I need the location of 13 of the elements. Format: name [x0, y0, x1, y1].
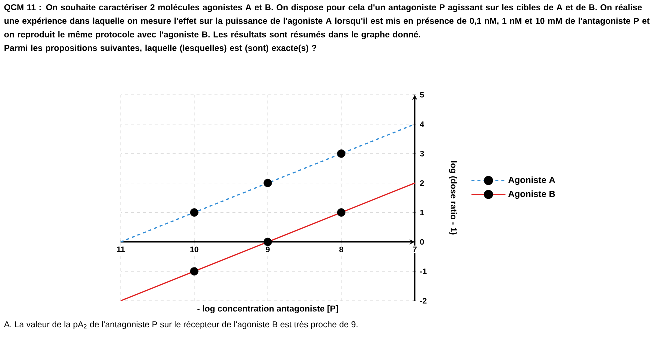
y-axis-title: log (dose ratio - 1): [449, 161, 458, 235]
point: [190, 208, 199, 217]
chart-subtitle: Parmi les propositions suivantes, laquelle (lesquelles) est (sont) exacte(s) ?: [4, 44, 317, 53]
text: A. La valeur de la pA$_{2}$ de l'antagoniste P sur le récepteur de l'agoniste B est très proche de 9.: [4, 321, 358, 330]
point: [190, 267, 199, 276]
point: [337, 208, 346, 217]
legend-label: Agoniste A: [508, 176, 556, 186]
chart-title: QCM 11 : On souhaite caractériser 2 molécules agonistes A et B. On dispose pour cela d'un antagoniste P agissant sur les cibles de A et de B. On réalise une expérience dans laquelle on mesure l'effet sur la puissance de l'agoniste A lorsqu'il est mis en présence de 0,1 nM, 1 nM et 10 mM de l'antagoniste P et on reproduit le même protocole avec l'agoniste B. Les résultats sont résumés dans le graphe donné.: [4, 4, 650, 40]
point: [264, 238, 272, 246]
point: [337, 150, 346, 158]
x-axis-title: - log concentration antagoniste [P]: [198, 306, 338, 314]
legend-label: Agoniste B: [508, 190, 556, 200]
point: [264, 179, 272, 188]
